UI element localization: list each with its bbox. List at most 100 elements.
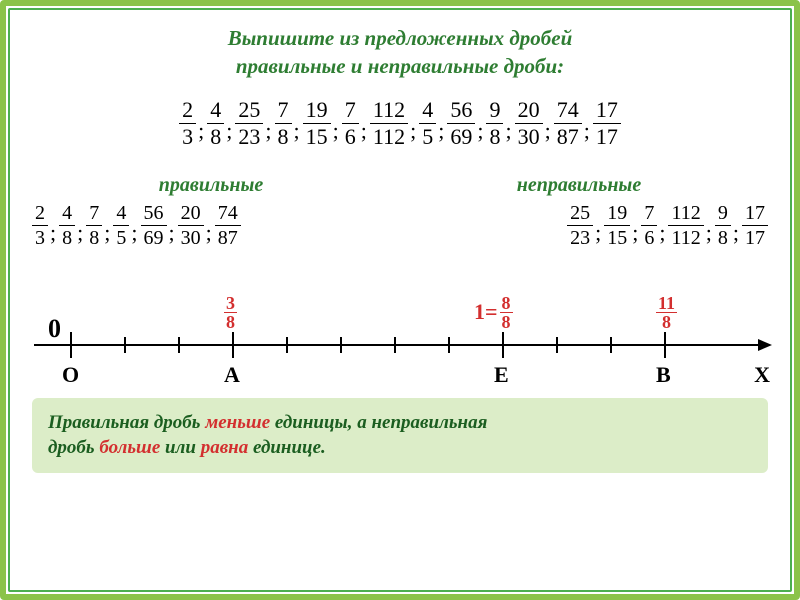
all-fractions-row: 23;48;2523;78;1915;76;112112;45;5669;98;… bbox=[32, 99, 768, 148]
fraction: 23 bbox=[179, 99, 196, 148]
separator: ; bbox=[332, 118, 341, 144]
separator: ; bbox=[705, 220, 714, 246]
rule-w10: единице. bbox=[253, 437, 326, 458]
tick bbox=[124, 337, 126, 353]
fraction: 112112 bbox=[370, 99, 408, 148]
fraction: 76 bbox=[641, 203, 657, 248]
numerator: 20 bbox=[178, 203, 204, 226]
numerator: 9 bbox=[715, 203, 731, 226]
numerator: 11 bbox=[656, 294, 677, 313]
denominator: 30 bbox=[515, 124, 543, 148]
point-prefix: 1= bbox=[474, 299, 498, 324]
fraction: 88 bbox=[500, 294, 513, 331]
numerator: 56 bbox=[141, 203, 167, 226]
denominator: 87 bbox=[554, 124, 582, 148]
denominator: 112 bbox=[370, 124, 408, 148]
zero-label: 0 bbox=[48, 314, 61, 344]
numerator: 2 bbox=[32, 203, 48, 226]
fraction: 98 bbox=[715, 203, 731, 248]
numerator: 3 bbox=[224, 294, 237, 313]
denominator: 112 bbox=[668, 226, 703, 248]
separator: ; bbox=[49, 220, 58, 246]
separator: ; bbox=[360, 118, 369, 144]
denominator: 5 bbox=[113, 226, 129, 248]
separator: ; bbox=[583, 118, 592, 144]
denominator: 3 bbox=[32, 226, 48, 248]
rule-w7: больше bbox=[99, 437, 160, 458]
improper-label: неправильные bbox=[517, 174, 641, 197]
separator: ; bbox=[594, 220, 603, 246]
point-bottom-label: А bbox=[224, 362, 240, 388]
tick bbox=[178, 337, 180, 353]
separator: ; bbox=[437, 118, 446, 144]
axis-line bbox=[34, 344, 766, 346]
numerator: 25 bbox=[567, 203, 593, 226]
separator: ; bbox=[293, 118, 302, 144]
separator: ; bbox=[631, 220, 640, 246]
rule-w9: равна bbox=[201, 437, 249, 458]
separator: ; bbox=[76, 220, 85, 246]
separator: ; bbox=[130, 220, 139, 246]
numerator: 8 bbox=[500, 294, 513, 313]
numerator: 4 bbox=[419, 99, 436, 124]
tick bbox=[340, 337, 342, 353]
title-l2: правильные и неправильные дроби: bbox=[236, 54, 564, 78]
denominator: 17 bbox=[593, 124, 621, 148]
numerator: 7 bbox=[641, 203, 657, 226]
point-top-label: 38 bbox=[224, 294, 237, 331]
numerator: 112 bbox=[370, 99, 408, 124]
title-l1: Выпишите из предложенных дробей bbox=[228, 26, 573, 50]
x-axis-label: Х bbox=[754, 362, 770, 388]
fraction: 78 bbox=[86, 203, 102, 248]
proper-label: правильные bbox=[159, 174, 263, 197]
separator: ; bbox=[197, 118, 206, 144]
numerator: 19 bbox=[303, 99, 331, 124]
separator: ; bbox=[732, 220, 741, 246]
tick bbox=[232, 332, 234, 358]
numerator: 19 bbox=[604, 203, 630, 226]
denominator: 23 bbox=[567, 226, 593, 248]
denominator: 30 bbox=[178, 226, 204, 248]
numerator: 25 bbox=[235, 99, 263, 124]
axis-arrow-icon bbox=[758, 339, 772, 351]
numerator: 4 bbox=[207, 99, 224, 124]
separator: ; bbox=[544, 118, 553, 144]
tick bbox=[664, 332, 666, 358]
denominator: 6 bbox=[641, 226, 657, 248]
group-labels: правильные неправильные bbox=[32, 174, 768, 197]
proper-fractions: 23;48;78;45;5669;2030;7487 bbox=[32, 203, 241, 248]
numerator: 2 bbox=[179, 99, 196, 124]
tick bbox=[448, 337, 450, 353]
rule-w2: дробь bbox=[154, 412, 205, 433]
task-title: Выпишите из предложенных дробей правильн… bbox=[32, 24, 768, 81]
numerator: 20 bbox=[515, 99, 543, 124]
fraction: 2030 bbox=[515, 99, 543, 148]
numerator: 112 bbox=[668, 203, 703, 226]
fraction: 5669 bbox=[141, 203, 167, 248]
numerator: 7 bbox=[275, 99, 292, 124]
fraction: 7487 bbox=[554, 99, 582, 148]
fraction: 5669 bbox=[447, 99, 475, 148]
numerator: 56 bbox=[447, 99, 475, 124]
separator: ; bbox=[205, 220, 214, 246]
fraction: 2030 bbox=[178, 203, 204, 248]
fraction: 45 bbox=[419, 99, 436, 148]
denominator: 8 bbox=[86, 226, 102, 248]
tick bbox=[70, 332, 72, 358]
separator: ; bbox=[409, 118, 418, 144]
tick bbox=[610, 337, 612, 353]
denominator: 69 bbox=[141, 226, 167, 248]
improper-fractions: 2523;1915;76;112112;98;1717 bbox=[567, 203, 768, 248]
denominator: 15 bbox=[604, 226, 630, 248]
rule-w8: или bbox=[165, 437, 201, 458]
denominator: 8 bbox=[660, 313, 673, 331]
numerator: 4 bbox=[59, 203, 75, 226]
denominator: 17 bbox=[742, 226, 768, 248]
denominator: 8 bbox=[207, 124, 224, 148]
numerator: 7 bbox=[86, 203, 102, 226]
denominator: 8 bbox=[59, 226, 75, 248]
separator: ; bbox=[504, 118, 513, 144]
rule-w6: дробь bbox=[48, 437, 99, 458]
numerator: 4 bbox=[113, 203, 129, 226]
tick bbox=[394, 337, 396, 353]
